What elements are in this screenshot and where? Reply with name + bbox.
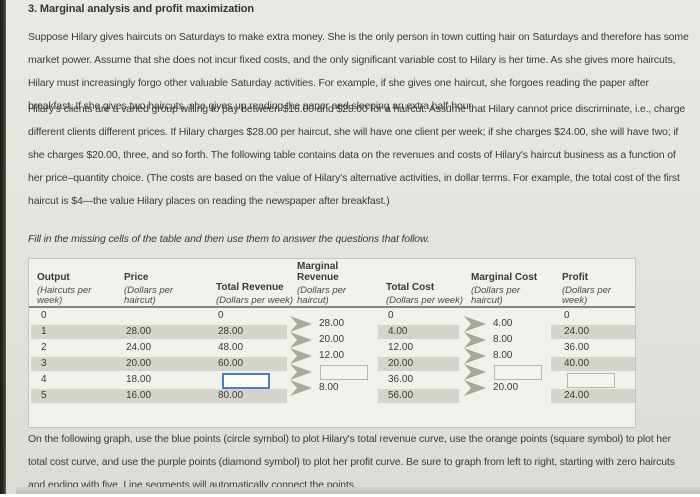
marginal-revenue-value: 28.00 (319, 318, 345, 329)
row-shade (31, 357, 287, 371)
row-shade (31, 389, 287, 403)
column-label: Output (37, 272, 70, 283)
row-shade (378, 357, 459, 371)
intro-paragraph: Suppose Hilary gives haircuts on Saturda… (28, 31, 689, 112)
column-label: Profit (562, 272, 589, 283)
total-cost-value: 0 (388, 310, 394, 321)
column-header-price: Price (Dollars per haircut) (124, 263, 206, 306)
marginal-cost-value: 8.00 (493, 350, 513, 361)
column-header-output: Output (Haircuts per week) (37, 263, 117, 306)
total-cost-value: 4.00 (388, 326, 408, 337)
next-section-edge (16, 487, 700, 494)
total-cost-value: 12.00 (388, 342, 414, 353)
marginal-chevron-icon (290, 348, 312, 364)
scenario-paragraph: Hilary's clients are a varied group will… (28, 103, 686, 207)
row-shade (378, 389, 459, 403)
column-sublabel: (Dollars per week) (562, 285, 612, 306)
price-value: 18.00 (126, 374, 152, 385)
profit-value: 24.00 (564, 326, 590, 337)
marginal-revenue-value: 8.00 (319, 382, 339, 393)
output-value: 0 (41, 310, 47, 321)
total-revenue-value: 28.00 (218, 326, 244, 337)
column-label: Marginal Revenue (297, 261, 339, 283)
marginal-revenue-value: 12.00 (319, 350, 345, 361)
price-value: 20.00 (126, 358, 152, 369)
marginal-chevron-icon (464, 364, 486, 380)
price-value: 16.00 (126, 390, 152, 401)
column-sublabel: (Dollars per haircut) (124, 285, 174, 306)
marginal-cost-value: 8.00 (493, 334, 513, 345)
marginal-chevron-icon (464, 316, 486, 332)
column-label: Total Revenue (216, 282, 284, 293)
output-value: 5 (41, 390, 47, 401)
column-header-marginal-revenue: Marginal Revenue (Dollars per haircut) (297, 261, 359, 306)
profit-value: 36.00 (564, 342, 590, 353)
fill-table-instruction: Fill in the missing cells of the table a… (28, 233, 430, 245)
marginal-cost-value: 20.00 (493, 382, 519, 393)
price-value: 24.00 (126, 342, 152, 353)
column-header-total-cost: Total Cost (Dollars per week) (386, 263, 466, 306)
profit-input-row-4[interactable] (567, 373, 615, 388)
header-divider (29, 306, 635, 308)
marginal-chevron-icon (290, 332, 312, 348)
marginal-chevron-icon (464, 348, 486, 364)
price-value: 28.00 (126, 326, 152, 337)
total-revenue-input-row-4[interactable] (222, 373, 270, 389)
row-shade (31, 325, 287, 339)
total-cost-value: 36.00 (388, 374, 414, 385)
total-cost-value: 56.00 (388, 390, 414, 401)
row-shade (551, 357, 635, 371)
column-sublabel: (Dollars per week) (216, 295, 294, 306)
profit-value: 24.00 (564, 390, 590, 401)
graph-instruction: On the following graph, use the blue poi… (28, 433, 675, 491)
marginal-chevron-icon (464, 380, 486, 396)
marginal-revenue-input-3[interactable] (320, 365, 368, 380)
row-shade (378, 325, 459, 339)
column-sublabel: (Dollars per haircut) (297, 285, 347, 306)
marginal-chevron-icon (290, 364, 312, 380)
column-header-marginal-cost: Marginal Cost (Dollars per haircut) (471, 263, 551, 306)
profit-value: 0 (564, 310, 570, 321)
marginal-cost-value: 4.00 (493, 318, 513, 329)
marginal-revenue-value: 20.00 (319, 334, 345, 345)
revenue-cost-table: Output (Haircuts per week) Price (Dollar… (28, 258, 636, 428)
marginal-chevron-icon (290, 380, 312, 396)
total-revenue-value: 60.00 (218, 358, 244, 369)
column-label: Total Cost (386, 282, 435, 293)
row-shade (551, 389, 635, 403)
marginal-chevron-icon (464, 332, 486, 348)
output-value: 3 (41, 358, 47, 369)
row-shade (551, 325, 635, 339)
column-label: Marginal Cost (471, 272, 538, 283)
column-label: Price (124, 272, 149, 283)
output-value: 2 (41, 342, 47, 353)
total-revenue-value: 0 (218, 310, 224, 321)
screen-edge (0, 0, 6, 494)
column-sublabel: (Dollars per week) (386, 295, 464, 306)
output-value: 1 (41, 326, 47, 337)
column-header-total-revenue: Total Revenue (Dollars per week) (216, 263, 294, 306)
column-header-profit: Profit (Dollars per week) (562, 263, 632, 306)
page-title: 3. Marginal analysis and profit maximiza… (28, 3, 255, 15)
column-sublabel: (Haircuts per week) (37, 285, 92, 306)
total-revenue-value: 48.00 (218, 342, 244, 353)
total-revenue-value: 80.00 (218, 390, 244, 401)
profit-value: 40.00 (564, 358, 590, 369)
marginal-cost-input-3[interactable] (494, 365, 542, 380)
marginal-chevron-icon (290, 316, 312, 332)
output-value: 4 (41, 374, 47, 385)
column-sublabel: (Dollars per haircut) (471, 285, 521, 306)
total-cost-value: 20.00 (388, 358, 414, 369)
